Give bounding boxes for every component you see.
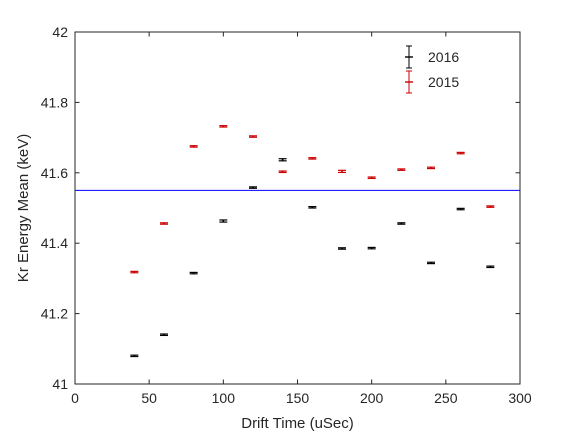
marker [430, 262, 432, 264]
legend-item-2015: 2015 [405, 70, 459, 94]
data-point [338, 247, 346, 250]
data-point [456, 151, 465, 155]
x-axis-label: Drift Time (uSec) [241, 415, 354, 432]
y-tick-label: 41.8 [41, 94, 68, 110]
legend: 2016 2015 [405, 45, 459, 94]
data-point [397, 168, 406, 171]
series-2016 [130, 158, 495, 358]
x-tick-label: 200 [360, 390, 384, 406]
marker [489, 265, 492, 268]
marker [252, 135, 254, 138]
legend-label: 2015 [428, 74, 459, 90]
y-tick-label: 42 [52, 24, 68, 40]
marker [163, 333, 165, 336]
marker [222, 220, 225, 222]
data-point [160, 333, 168, 337]
x-tick-label: 0 [71, 390, 79, 406]
marker [311, 157, 314, 160]
marker [400, 168, 403, 171]
marker [281, 170, 284, 173]
data-point [278, 170, 287, 174]
y-tick-label: 41.4 [41, 235, 68, 251]
data-point [249, 186, 257, 189]
x-tick-label: 250 [434, 390, 458, 406]
marker [252, 186, 254, 189]
marker [459, 208, 462, 210]
data-point [249, 135, 257, 138]
marker [281, 158, 284, 161]
marker [341, 170, 343, 173]
data-point [308, 205, 317, 209]
data-point [189, 271, 198, 275]
marker [459, 152, 462, 154]
legend-item-2016: 2016 [405, 45, 459, 69]
marker [370, 247, 373, 250]
data-point [367, 176, 376, 180]
data-point [338, 169, 346, 174]
marker [133, 271, 136, 273]
x-tick-label: 150 [286, 390, 310, 406]
marker [370, 176, 373, 179]
x-tick-label: 100 [212, 390, 236, 406]
marker [192, 272, 195, 275]
marker [311, 206, 314, 209]
marker [400, 222, 403, 225]
x-tick-label: 300 [508, 390, 532, 406]
data-point [130, 270, 139, 274]
marker [430, 166, 432, 169]
data-point [397, 222, 406, 225]
y-axis-label: Kr Energy Mean (keV) [15, 134, 32, 282]
marker [222, 125, 225, 128]
data-point [219, 125, 228, 128]
marker [133, 354, 136, 357]
data-point [130, 354, 139, 358]
data-point [278, 158, 287, 162]
data-point [427, 166, 435, 170]
marker [163, 222, 165, 225]
x-tick-label: 50 [141, 390, 157, 406]
legend-label: 2016 [428, 49, 459, 65]
y-tick-label: 41 [52, 376, 68, 392]
data-point [427, 261, 435, 265]
data-point [486, 205, 495, 208]
marker [489, 205, 492, 208]
data-point [308, 157, 317, 160]
series-2015 [130, 125, 495, 274]
y-tick-label: 41.6 [41, 165, 68, 181]
data-point [219, 219, 228, 223]
data-point [160, 222, 168, 225]
data-point [456, 207, 465, 211]
marker [192, 145, 195, 148]
marker [341, 247, 343, 250]
ticks-layer: 0 50 100 150 200 250 300 41 41.2 41.4 41.6 41.8 42 [41, 24, 532, 406]
data-point [486, 265, 495, 269]
data-point [189, 145, 198, 148]
data-point [367, 246, 376, 250]
data-layer [75, 125, 520, 358]
y-tick-label: 41.2 [41, 306, 68, 322]
